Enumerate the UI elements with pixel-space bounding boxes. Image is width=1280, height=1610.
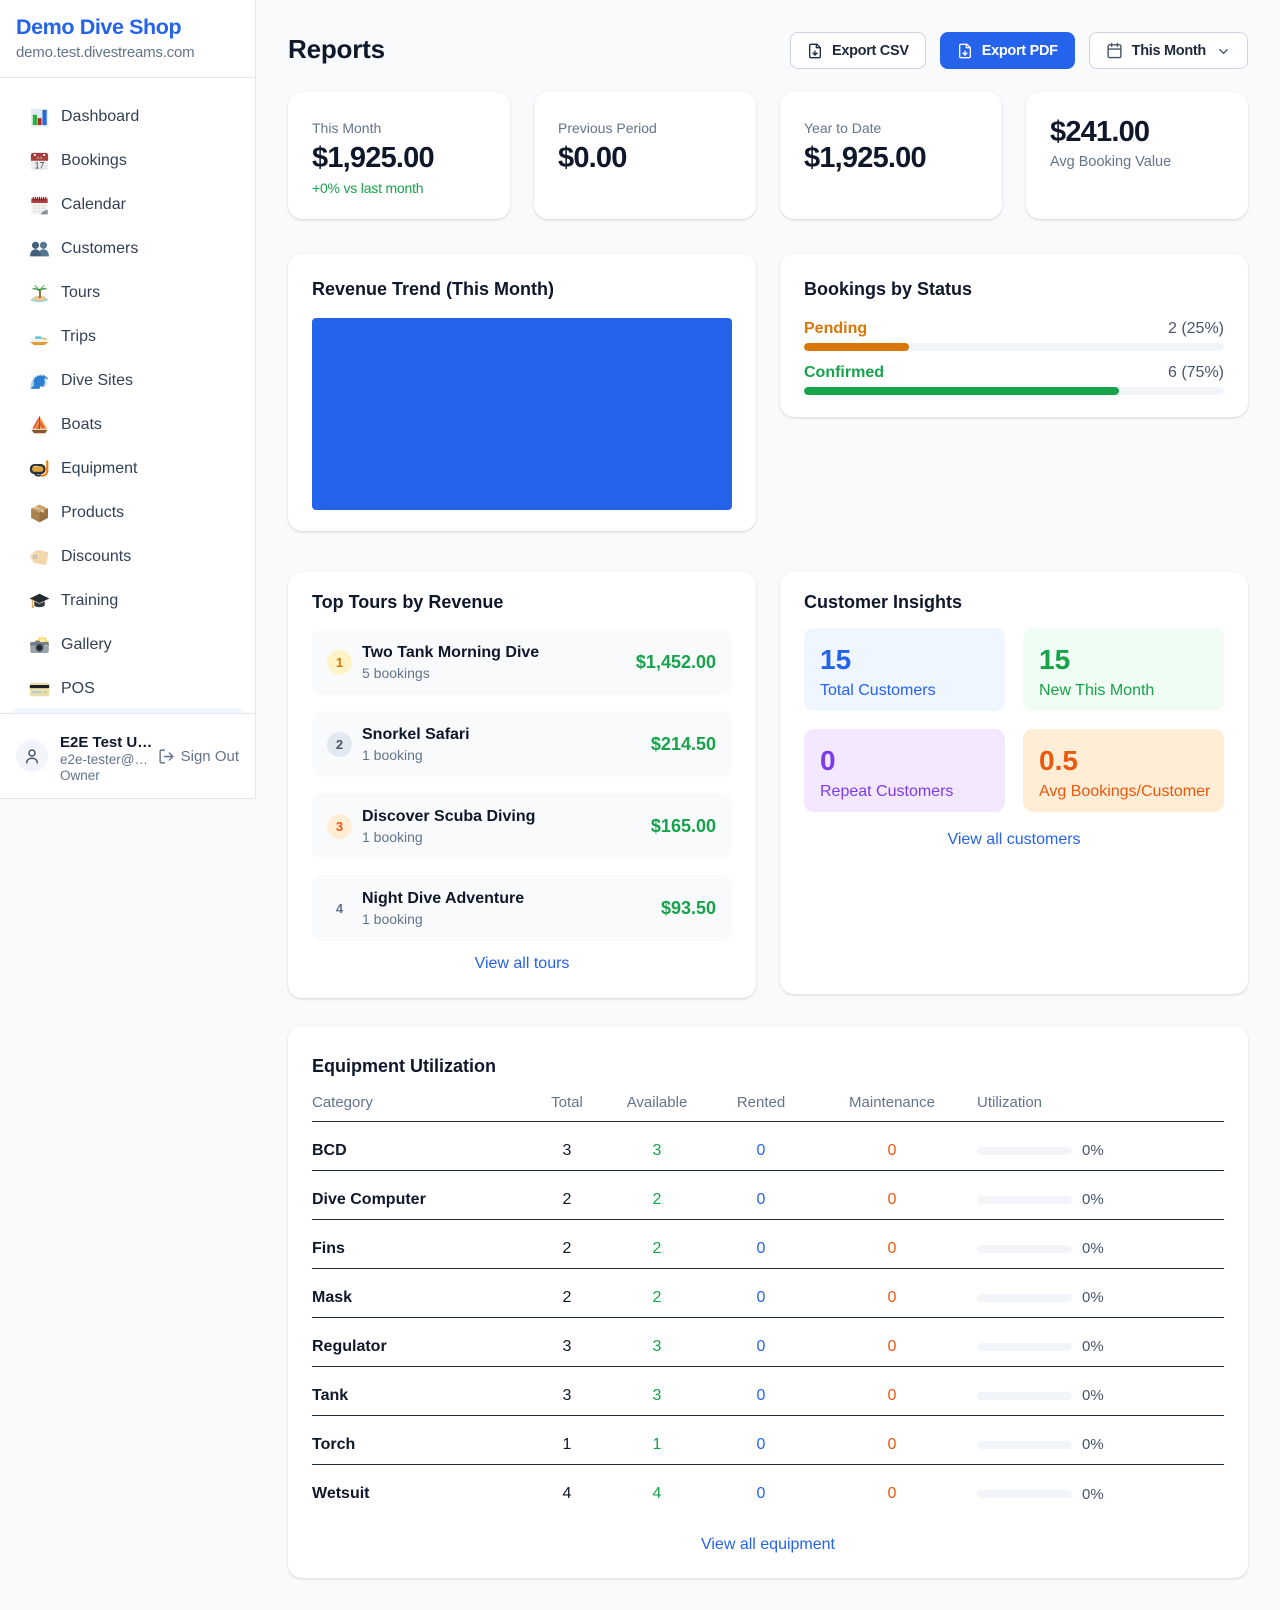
svg-text:JUL: JUL bbox=[36, 155, 43, 159]
svg-text:17: 17 bbox=[35, 160, 45, 170]
